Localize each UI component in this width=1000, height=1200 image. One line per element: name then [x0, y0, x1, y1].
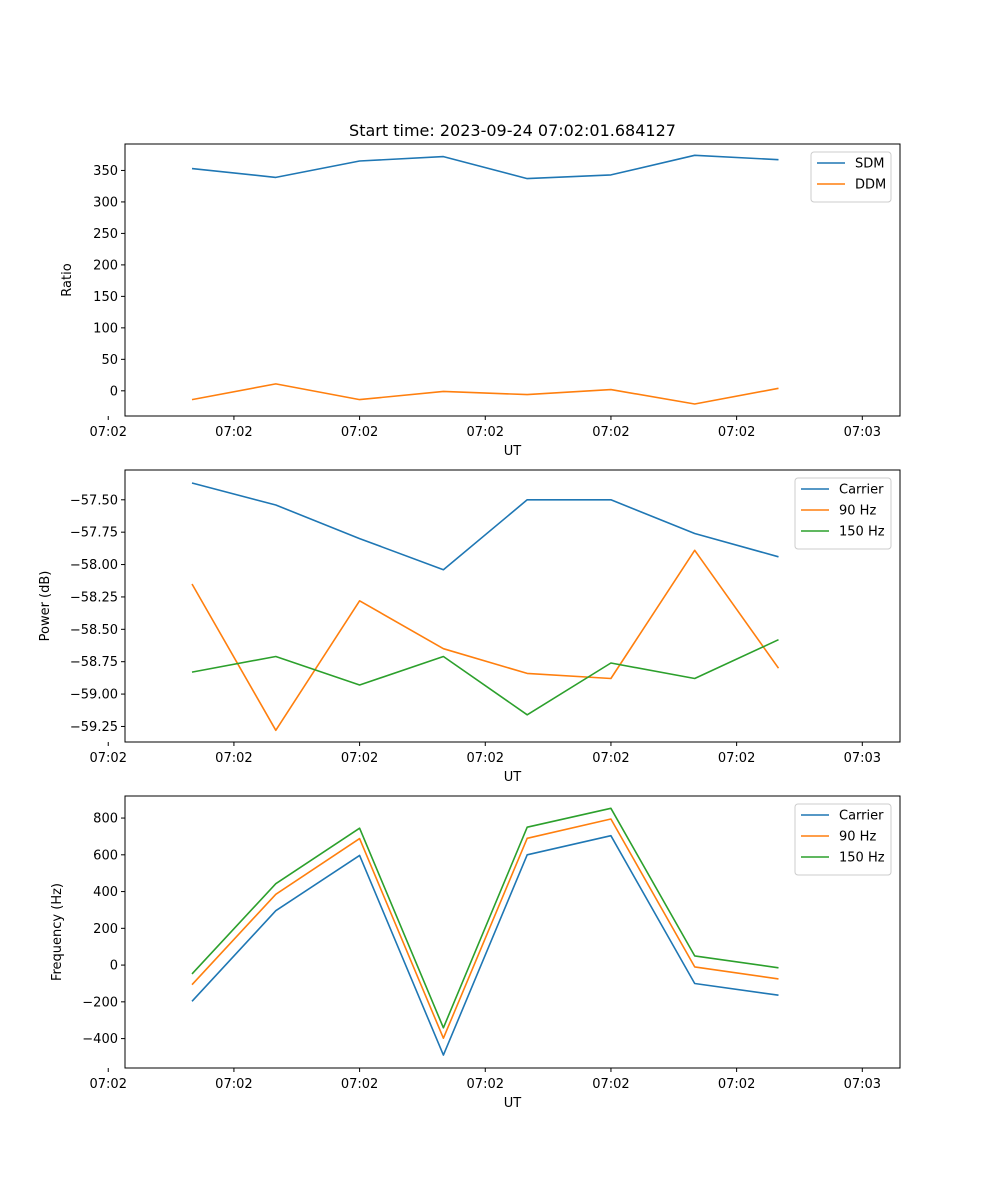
y-tick-label: −58.75 — [70, 655, 118, 670]
y-tick-label: 150 — [93, 290, 118, 305]
x-tick-label: 07:02 — [467, 425, 504, 440]
y-tick-label: −58.25 — [70, 590, 118, 605]
legend-label-150-hz: 150 Hz — [839, 851, 885, 866]
y-axis-ticks: −400 −200 0 200 400 600 800 — [82, 812, 125, 1047]
y-tick-label: 300 — [93, 195, 118, 210]
series-line-90-hz — [191, 818, 779, 1039]
series-group — [191, 807, 779, 1056]
y-tick-label: 200 — [93, 258, 118, 273]
axes-frame — [124, 469, 901, 743]
x-tick-label: 07:02 — [718, 425, 755, 440]
y-tick-label: −59.25 — [70, 720, 118, 735]
y-axis-label: Power (dB) — [38, 571, 53, 642]
y-tick-label: 600 — [93, 848, 118, 863]
panel-1: Start time: 2023-09-24 07:02:01.684127 07… — [60, 121, 901, 459]
x-tick-label: 07:02 — [592, 751, 629, 766]
y-tick-label: 350 — [93, 164, 118, 179]
x-axis-label: UT — [504, 1096, 522, 1111]
legend-box — [810, 151, 892, 203]
y-tick-label: 0 — [110, 384, 118, 399]
x-tick-label: 07:02 — [718, 1077, 755, 1092]
y-tick-label: −400 — [82, 1032, 118, 1047]
x-tick-label: 07:02 — [215, 751, 252, 766]
y-tick-label: −57.50 — [70, 493, 118, 508]
x-axis-label: UT — [504, 770, 522, 785]
y-tick-label: −57.75 — [70, 526, 118, 541]
panel-2: 07:02 07:02 07:02 07:02 07:02 07:02 07:03 UT −57… — [38, 469, 901, 785]
x-tick-label: 07:02 — [90, 425, 127, 440]
x-tick-label: 07:02 — [90, 751, 127, 766]
legend-label-carrier: Carrier — [839, 483, 884, 498]
x-tick-label: 07:03 — [844, 425, 881, 440]
x-tick-label: 07:02 — [592, 1077, 629, 1092]
x-tick-label: 07:02 — [592, 425, 629, 440]
panel-3: 07:02 07:02 07:02 07:02 07:02 07:02 07:03 UT −40… — [50, 795, 901, 1111]
y-tick-label: 100 — [93, 321, 118, 336]
y-tick-label: 0 — [110, 959, 118, 974]
series-line-ddm — [191, 383, 779, 405]
series-group — [191, 154, 779, 405]
y-tick-label: −200 — [82, 995, 118, 1010]
legend-label-carrier: Carrier — [839, 809, 884, 824]
legend-label-sdm: SDM — [855, 157, 884, 172]
legend-label-90-hz: 90 Hz — [839, 504, 876, 519]
series-line-carrier — [191, 834, 779, 1056]
axes-frame — [124, 143, 901, 417]
series-line-150-hz — [191, 807, 779, 1029]
y-tick-label: 200 — [93, 922, 118, 937]
legend: Carrier 90 Hz 150 Hz — [794, 477, 892, 550]
y-axis-ticks: 0 50 100 150 200 250 300 350 — [93, 164, 125, 399]
x-tick-label: 07:02 — [341, 425, 378, 440]
panels: Start time: 2023-09-24 07:02:01.684127 07… — [38, 121, 901, 1111]
y-tick-label: 400 — [93, 885, 118, 900]
y-tick-label: −59.00 — [70, 688, 118, 703]
x-tick-label: 07:02 — [341, 1077, 378, 1092]
y-axis-label: Ratio — [60, 263, 75, 296]
y-tick-label: −58.00 — [70, 558, 118, 573]
y-axis-ticks: −57.50 −57.75 −58.00 −58.25 −58.50 −58.75 −59.… — [70, 493, 125, 735]
axes-frame — [124, 795, 901, 1069]
x-tick-label: 07:02 — [341, 751, 378, 766]
legend-label-90-hz: 90 Hz — [839, 830, 876, 845]
y-tick-label: 800 — [93, 812, 118, 827]
x-axis-label: UT — [504, 444, 522, 459]
legend: SDM DDM — [810, 151, 892, 203]
legend: Carrier 90 Hz 150 Hz — [794, 803, 892, 876]
series-line-carrier — [191, 482, 779, 571]
legend-label-ddm: DDM — [855, 178, 886, 193]
y-tick-label: −58.50 — [70, 623, 118, 638]
x-tick-label: 07:02 — [467, 751, 504, 766]
y-tick-label: 50 — [101, 353, 118, 368]
y-axis-label: Frequency (Hz) — [50, 883, 65, 981]
x-tick-label: 07:02 — [718, 751, 755, 766]
x-tick-label: 07:03 — [844, 1077, 881, 1092]
series-line-150-hz — [191, 638, 779, 716]
x-axis-ticks: 07:02 07:02 07:02 07:02 07:02 07:02 07:03 — [90, 742, 881, 766]
series-line-sdm — [191, 154, 779, 180]
series-line-90-hz — [191, 549, 780, 732]
x-tick-label: 07:02 — [90, 1077, 127, 1092]
legend-label-150-hz: 150 Hz — [839, 525, 885, 540]
x-tick-label: 07:02 — [215, 1077, 252, 1092]
x-axis-ticks: 07:02 07:02 07:02 07:02 07:02 07:02 07:03 — [90, 1068, 881, 1092]
x-axis-ticks: 07:02 07:02 07:02 07:02 07:02 07:02 07:03 — [90, 416, 881, 440]
x-tick-label: 07:02 — [215, 425, 252, 440]
x-tick-label: 07:03 — [844, 751, 881, 766]
y-tick-label: 250 — [93, 227, 118, 242]
x-tick-label: 07:02 — [467, 1077, 504, 1092]
series-group — [191, 482, 780, 732]
chart-title: Start time: 2023-09-24 07:02:01.684127 — [349, 121, 676, 140]
